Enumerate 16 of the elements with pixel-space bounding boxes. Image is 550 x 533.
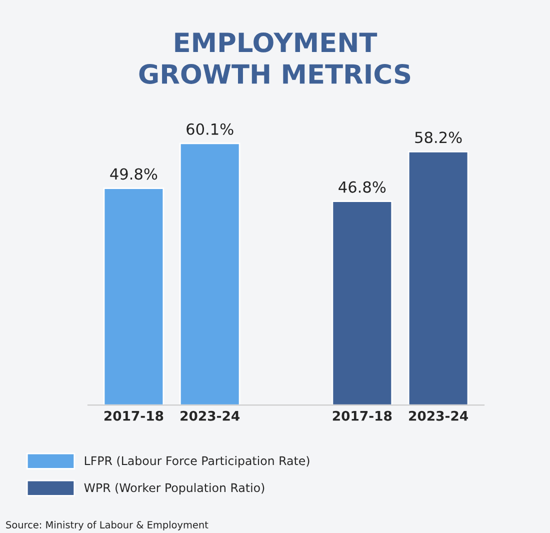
data-label: 49.8% [110,168,158,180]
bar [179,142,240,406]
data-label: 46.8% [338,181,386,193]
source-note: Source: Ministry of Labour & Employment [6,520,208,530]
x-tick-label: 2023-24 [409,410,468,421]
data-label: 58.2% [415,132,462,144]
bar [332,200,393,406]
legend-label: WPR (Worker Population Ratio) [84,483,264,494]
x-tick-label: 2023-24 [180,410,240,421]
x-tick-label: 2017-18 [104,410,164,421]
bar [408,151,469,406]
x-tick-label: 2017-18 [332,410,392,421]
chart-title: EMPLOYMENT GROWTH METRICS [139,32,410,84]
bar [103,188,164,406]
legend-label: LFPR (Labour Force Participation Rate) [84,456,310,468]
data-label: 60.1% [186,123,234,135]
